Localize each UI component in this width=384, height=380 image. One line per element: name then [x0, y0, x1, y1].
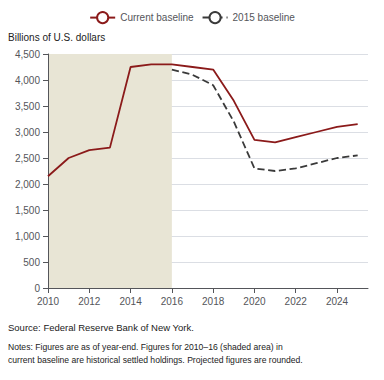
svg-text:2010: 2010	[37, 296, 60, 307]
svg-text:Current baseline: Current baseline	[120, 12, 194, 23]
svg-text:500: 500	[23, 257, 40, 268]
svg-text:2014: 2014	[119, 296, 142, 307]
svg-text:current baseline are historica: current baseline are historical settled …	[8, 355, 303, 365]
svg-text:Billions of U.S. dollars: Billions of U.S. dollars	[8, 32, 105, 43]
svg-text:2015 baseline: 2015 baseline	[233, 12, 296, 23]
svg-text:2020: 2020	[243, 296, 266, 307]
svg-text:Notes: Figures are as of year-: Notes: Figures are as of year-end. Figur…	[8, 342, 283, 352]
svg-text:2,000: 2,000	[15, 179, 40, 190]
svg-text:0: 0	[34, 283, 40, 294]
svg-text:2012: 2012	[78, 296, 101, 307]
svg-text:2018: 2018	[202, 296, 225, 307]
svg-text:3,500: 3,500	[15, 101, 40, 112]
svg-text:2024: 2024	[326, 296, 349, 307]
svg-text:2,500: 2,500	[15, 153, 40, 164]
svg-text:1,000: 1,000	[15, 231, 40, 242]
svg-text:Source: Federal Reserve Bank o: Source: Federal Reserve Bank of New York…	[8, 322, 194, 333]
svg-text:2022: 2022	[285, 296, 308, 307]
svg-text:1,500: 1,500	[15, 205, 40, 216]
svg-text:4,000: 4,000	[15, 75, 40, 86]
svg-text:4,500: 4,500	[15, 49, 40, 60]
svg-text:2016: 2016	[161, 296, 184, 307]
svg-text:3,000: 3,000	[15, 127, 40, 138]
